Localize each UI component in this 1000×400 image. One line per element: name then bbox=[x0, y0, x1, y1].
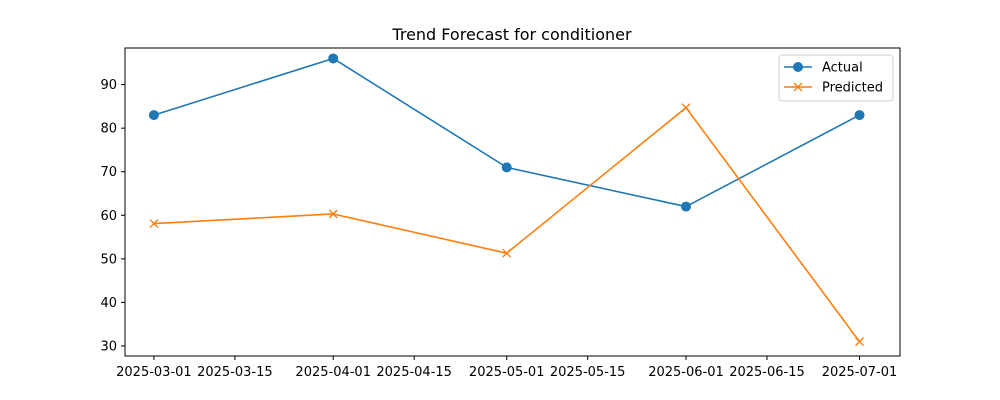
legend-label-actual: Actual bbox=[822, 61, 863, 76]
x-tick-label: 2025-04-01 bbox=[295, 365, 371, 380]
chart-title: Trend Forecast for conditioner bbox=[391, 25, 632, 44]
data-point-predicted bbox=[855, 337, 865, 347]
data-point-actual bbox=[854, 110, 865, 121]
data-point-actual bbox=[148, 110, 159, 121]
x-axis: 2025-03-01 2025-03-15 2025-04-01 2025-04-15… bbox=[116, 356, 897, 380]
x-tick-label: 2025-06-15 bbox=[729, 365, 805, 380]
data-point-predicted bbox=[681, 103, 691, 113]
x-tick-label: 2025-03-15 bbox=[197, 365, 273, 380]
y-tick-label: 70 bbox=[100, 165, 117, 180]
x-tick-label: 2025-05-15 bbox=[550, 365, 626, 380]
legend: Actual Predicted bbox=[778, 54, 894, 102]
plot-area bbox=[124, 47, 901, 357]
y-tick-label: 80 bbox=[100, 122, 117, 137]
y-tick-label: 30 bbox=[100, 339, 117, 354]
x-tick-label: 2025-06-01 bbox=[648, 365, 724, 380]
y-tick-label: 50 bbox=[100, 252, 117, 267]
series-line-actual bbox=[153, 57, 860, 208]
series-layer bbox=[148, 53, 865, 347]
series-actual bbox=[148, 53, 865, 212]
y-tick-label: 90 bbox=[100, 78, 117, 93]
x-tick-label: 2025-04-15 bbox=[376, 365, 452, 380]
x-tick-label: 2025-03-01 bbox=[116, 365, 192, 380]
series-predicted bbox=[149, 103, 865, 347]
series-line-predicted bbox=[153, 106, 861, 343]
y-tick-label: 40 bbox=[100, 296, 117, 311]
data-point-predicted bbox=[328, 209, 338, 219]
legend-marker-predicted bbox=[793, 82, 803, 92]
data-point-predicted bbox=[149, 219, 159, 229]
legend-marker-actual bbox=[793, 62, 803, 72]
x-tick-label: 2025-07-01 bbox=[822, 365, 898, 380]
legend-label-predicted: Predicted bbox=[822, 81, 883, 96]
y-tick-label: 60 bbox=[100, 209, 117, 224]
data-point-predicted bbox=[502, 248, 512, 258]
y-axis: 30 40 50 60 70 80 90 bbox=[100, 78, 125, 354]
data-point-actual bbox=[328, 53, 339, 64]
data-point-actual bbox=[681, 201, 692, 212]
x-tick-label: 2025-05-01 bbox=[469, 365, 545, 380]
data-point-actual bbox=[501, 162, 512, 173]
